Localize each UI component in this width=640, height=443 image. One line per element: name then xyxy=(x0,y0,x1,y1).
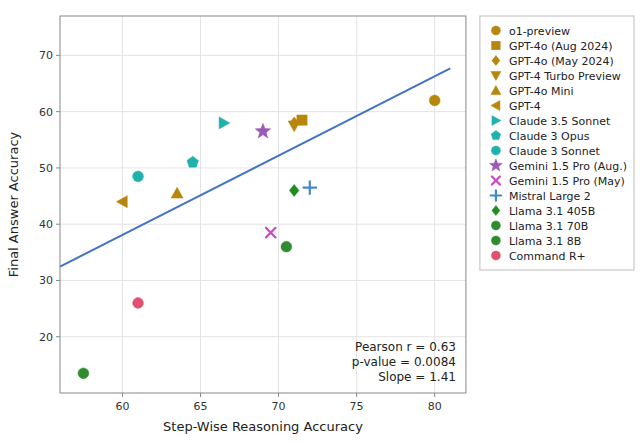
legend-marker xyxy=(491,72,501,81)
point xyxy=(429,95,440,106)
x-tick xyxy=(356,393,357,397)
marks xyxy=(60,68,450,378)
legend-label: GPT-4o Mini xyxy=(509,85,574,98)
legend-marker xyxy=(492,177,500,185)
legend-marker xyxy=(492,56,500,66)
legend-marker xyxy=(491,146,500,155)
legend-marker xyxy=(492,41,501,50)
legend-label: GPT-4 Turbo Preview xyxy=(509,70,621,83)
point xyxy=(171,187,183,198)
legend-label: Claude 3 Sonnet xyxy=(509,145,601,158)
y-tick xyxy=(56,111,60,112)
legend-marker xyxy=(491,251,500,260)
x-tick-label: 60 xyxy=(115,400,129,413)
x-tick xyxy=(434,393,435,397)
x-tick-label: 65 xyxy=(194,400,208,413)
point xyxy=(281,241,292,252)
point xyxy=(255,123,270,138)
x-axis-label: Step-Wise Reasoning Accuracy xyxy=(163,419,363,434)
legend-label: Claude 3 Opus xyxy=(509,130,590,143)
y-tick-label: 60 xyxy=(39,106,53,119)
legend-marker xyxy=(489,159,502,171)
grid-line-y xyxy=(60,167,466,168)
legend-marker xyxy=(491,101,500,111)
y-tick-label: 50 xyxy=(39,162,53,175)
legend-label: GPT-4o (Aug 2024) xyxy=(509,40,613,53)
legend-label: GPT-4 xyxy=(509,100,541,113)
x-tick-label: 70 xyxy=(272,400,286,413)
y-tick xyxy=(56,280,60,281)
legend-label: Llama 3.1 70B xyxy=(509,220,588,233)
legend-marker xyxy=(491,86,501,95)
y-axis-label: Final Answer Accuracy xyxy=(6,131,21,277)
legend-marker xyxy=(491,131,501,140)
legend-frame xyxy=(480,16,634,270)
annotation: Pearson r = 0.63p-value = 0.0084Slope = … xyxy=(352,340,456,384)
legend-label: Mistral Large 2 xyxy=(509,190,591,203)
grid-line-y xyxy=(60,280,466,281)
x-tick-label: 80 xyxy=(428,400,442,413)
grid-line-y xyxy=(60,336,466,337)
y-tick-label: 40 xyxy=(39,218,53,231)
legend-label: Command R+ xyxy=(509,250,586,263)
grid-line-y xyxy=(60,55,466,56)
legend-label: Gemini 1.5 Pro (Aug.) xyxy=(509,160,627,173)
point xyxy=(219,117,230,129)
point xyxy=(133,298,144,309)
point xyxy=(116,196,127,208)
legend-marker xyxy=(491,221,500,230)
point xyxy=(78,368,89,379)
y-tick xyxy=(56,167,60,168)
legend: o1-preview GPT-4o (Aug 2024) GPT-4o (May 2… xyxy=(480,16,634,270)
annotation-line: Slope = 1.41 xyxy=(378,370,456,384)
legend-marker xyxy=(491,190,502,201)
grid-line-y xyxy=(60,111,466,112)
legend-marker xyxy=(491,26,500,35)
grid xyxy=(60,16,466,393)
point xyxy=(289,184,299,196)
legend-label: Gemini 1.5 Pro (May) xyxy=(509,175,625,188)
legend-marker xyxy=(491,236,500,245)
legend-marker xyxy=(492,206,500,216)
annotation-line: p-value = 0.0084 xyxy=(352,355,456,369)
y-tick xyxy=(56,336,60,337)
legend-marker xyxy=(492,116,501,126)
chart: o1-preview GPT-4o (Aug 2024) GPT-4o (May 2… xyxy=(0,0,640,443)
point xyxy=(133,171,144,182)
point xyxy=(187,156,198,167)
plot-frame xyxy=(60,16,466,393)
legend-label: GPT-4o (May 2024) xyxy=(509,55,614,68)
point xyxy=(288,121,300,132)
trendline xyxy=(60,68,450,266)
legend-label: Llama 3.1 405B xyxy=(509,205,595,218)
legend-label: Claude 3.5 Sonnet xyxy=(509,115,611,128)
legend-label: o1-preview xyxy=(509,25,570,38)
point xyxy=(266,228,276,238)
legend-label: Llama 3.1 8B xyxy=(509,235,581,248)
y-tick xyxy=(56,224,60,225)
y-tick-label: 30 xyxy=(39,274,53,287)
background xyxy=(0,0,640,443)
y-tick-label: 20 xyxy=(39,331,53,344)
x-tick xyxy=(200,393,201,397)
x-tick xyxy=(122,393,123,397)
grid-line-y xyxy=(60,224,466,225)
x-tick-label: 75 xyxy=(350,400,364,413)
x-tick xyxy=(278,393,279,397)
annotation-line: Pearson r = 0.63 xyxy=(355,340,456,354)
point xyxy=(303,181,316,194)
y-tick xyxy=(56,55,60,56)
y-tick-label: 70 xyxy=(39,49,53,62)
